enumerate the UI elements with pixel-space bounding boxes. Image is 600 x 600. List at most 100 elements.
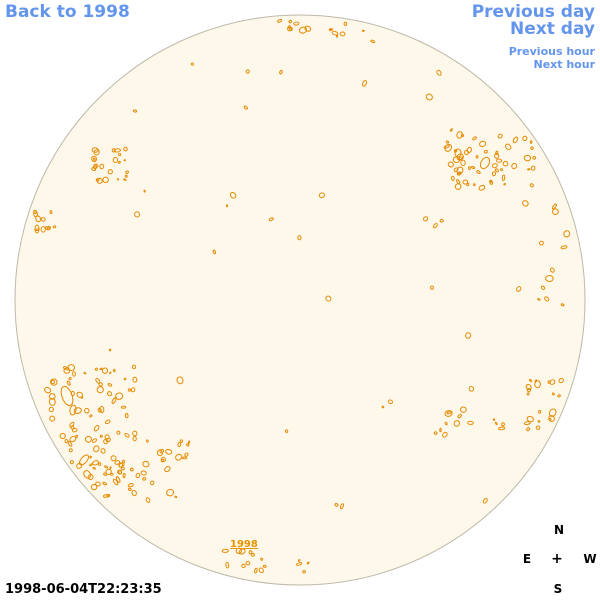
contour-mark bbox=[334, 503, 339, 507]
contour-mark bbox=[50, 378, 58, 386]
back-to-year-link[interactable]: Back to 1998 bbox=[5, 2, 130, 22]
contour-mark bbox=[124, 413, 129, 419]
next-day-link[interactable]: Next day bbox=[510, 19, 595, 39]
contour-mark bbox=[460, 406, 467, 413]
contour-mark bbox=[318, 192, 325, 199]
contour-mark bbox=[430, 285, 434, 290]
contour-mark bbox=[447, 161, 454, 168]
contour-mark bbox=[76, 462, 83, 469]
magnetic-contours bbox=[33, 19, 571, 574]
contour-mark bbox=[537, 298, 541, 301]
contour-mark bbox=[118, 470, 123, 475]
contour-mark bbox=[109, 466, 112, 470]
contour-mark bbox=[501, 422, 505, 427]
compass-north: N bbox=[553, 523, 565, 537]
contour-mark bbox=[433, 431, 438, 435]
contour-mark bbox=[489, 180, 492, 183]
contour-mark bbox=[343, 21, 348, 26]
contour-mark bbox=[241, 563, 246, 569]
contour-mark bbox=[444, 410, 453, 417]
contour-mark bbox=[549, 379, 556, 385]
contour-mark bbox=[212, 249, 216, 255]
contour-mark bbox=[124, 433, 130, 438]
contour-mark bbox=[331, 30, 339, 36]
contour-mark bbox=[122, 473, 126, 479]
contour-mark bbox=[93, 424, 100, 432]
contour-mark bbox=[498, 426, 506, 431]
contour-mark bbox=[159, 448, 165, 454]
contour-mark bbox=[512, 136, 519, 144]
year-label-link[interactable]: 1998 bbox=[230, 539, 258, 550]
contour-mark bbox=[560, 303, 565, 307]
contour-mark bbox=[72, 371, 76, 377]
contour-mark bbox=[442, 431, 448, 438]
contour-mark bbox=[83, 470, 92, 479]
contour-mark bbox=[121, 459, 126, 464]
contour-mark bbox=[293, 21, 300, 26]
contour-mark bbox=[98, 382, 103, 387]
contour-mark bbox=[103, 494, 109, 498]
contour-mark bbox=[525, 383, 532, 391]
contour-mark bbox=[260, 557, 264, 561]
contour-mark bbox=[462, 179, 469, 185]
contour-mark bbox=[40, 226, 46, 233]
next-hour-link[interactable]: Next hour bbox=[533, 58, 596, 71]
contour-mark bbox=[422, 216, 429, 222]
contour-mark bbox=[112, 478, 119, 486]
contour-mark bbox=[545, 274, 554, 283]
contour-mark bbox=[535, 425, 541, 430]
contour-mark bbox=[99, 405, 105, 414]
contour-mark bbox=[544, 296, 550, 302]
contour-mark bbox=[113, 148, 121, 153]
contour-mark bbox=[102, 176, 109, 183]
contour-mark bbox=[439, 218, 444, 223]
contour-mark bbox=[75, 434, 78, 439]
contour-mark bbox=[552, 208, 559, 216]
contour-mark bbox=[132, 109, 138, 113]
contour-mark bbox=[87, 474, 94, 480]
contour-mark bbox=[558, 377, 564, 384]
contour-mark bbox=[109, 371, 112, 375]
contour-mark bbox=[156, 449, 163, 457]
contour-mark bbox=[361, 80, 368, 87]
contour-mark bbox=[425, 93, 433, 101]
contour-mark bbox=[361, 29, 365, 32]
contour-mark bbox=[248, 550, 253, 555]
contour-mark bbox=[476, 170, 481, 175]
contour-mark bbox=[116, 430, 121, 435]
contour-mark bbox=[537, 420, 541, 423]
contour-mark bbox=[288, 19, 292, 24]
contour-mark bbox=[92, 157, 96, 161]
contour-mark bbox=[123, 178, 127, 181]
contour-mark bbox=[44, 386, 52, 394]
contour-mark bbox=[132, 376, 138, 383]
contour-mark bbox=[262, 564, 267, 568]
contour-mark bbox=[111, 148, 116, 153]
contour-mark bbox=[254, 567, 258, 574]
previous-hour-link[interactable]: Previous hour bbox=[508, 45, 595, 58]
contour-mark bbox=[479, 140, 487, 148]
contour-mark bbox=[268, 217, 274, 222]
previous-day-link[interactable]: Previous day bbox=[471, 2, 595, 22]
contour-mark bbox=[99, 163, 105, 170]
contour-mark bbox=[295, 562, 303, 566]
contour-mark bbox=[104, 419, 111, 425]
contour-mark bbox=[456, 131, 463, 139]
contour-mark bbox=[67, 440, 73, 447]
contour-mark bbox=[69, 404, 77, 416]
contour-mark bbox=[496, 158, 503, 163]
contour-mark bbox=[117, 152, 122, 157]
contour-mark bbox=[560, 245, 568, 250]
contour-mark bbox=[150, 480, 155, 486]
contour-mark bbox=[176, 376, 184, 385]
contour-mark bbox=[538, 240, 544, 246]
contour-mark bbox=[453, 420, 461, 427]
contour-mark bbox=[48, 406, 54, 413]
contour-mark bbox=[529, 140, 533, 144]
contour-mark bbox=[537, 410, 542, 414]
contour-mark bbox=[446, 411, 452, 415]
contour-mark bbox=[184, 452, 189, 457]
contour-mark bbox=[297, 235, 302, 241]
contour-mark bbox=[526, 387, 532, 393]
contour-mark bbox=[84, 435, 92, 443]
